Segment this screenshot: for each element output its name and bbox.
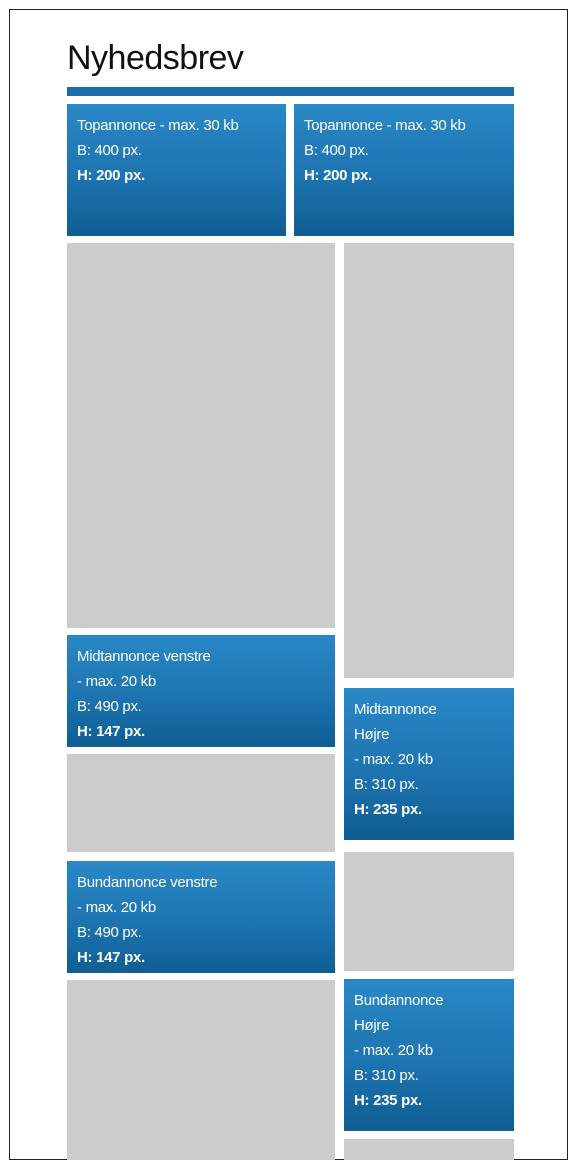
ad-line: Midtannonce (354, 701, 437, 718)
ad-line: B: 490 px. (77, 924, 142, 941)
ad-line: - max. 20 kb (77, 673, 156, 690)
content-placeholder-left-1 (67, 243, 335, 628)
ad-line: B: 490 px. (77, 698, 142, 715)
ad-line: H: 235 px. (354, 801, 422, 818)
ad-line: H: 147 px. (77, 949, 145, 966)
top-ad-right: Topannonce - max. 30 kb B: 400 px. H: 20… (294, 104, 514, 236)
ad-line: H: 200 px. (304, 167, 372, 184)
content-placeholder-right-1 (344, 243, 514, 678)
ad-line: B: 400 px. (304, 142, 369, 159)
ad-line: Højre (354, 1017, 390, 1034)
ad-line: H: 200 px. (77, 167, 145, 184)
ad-line: Bundannonce (354, 992, 444, 1009)
mid-ad-left: Midtannonce venstre - max. 20 kb B: 490 … (67, 635, 335, 747)
bottom-ad-left: Bundannonce venstre - max. 20 kb B: 490 … (67, 861, 335, 973)
ad-line: Topannonce - max. 30 kb (304, 117, 466, 134)
ad-line: - max. 20 kb (354, 1042, 433, 1059)
ad-line: B: 400 px. (77, 142, 142, 159)
ad-line: Bundannonce venstre (77, 874, 218, 891)
page-title: Nyhedsbrev (67, 39, 244, 77)
ad-line: Midtannonce venstre (77, 648, 211, 665)
ad-line: - max. 20 kb (77, 899, 156, 916)
mid-ad-right: Midtannonce Højre - max. 20 kb B: 310 px… (344, 688, 514, 840)
ad-line: H: 147 px. (77, 723, 145, 740)
content-placeholder-left-2 (67, 754, 335, 852)
top-ad-left: Topannonce - max. 30 kb B: 400 px. H: 20… (67, 104, 286, 236)
ad-line: H: 235 px. (354, 1092, 422, 1109)
ad-line: B: 310 px. (354, 1067, 419, 1084)
content-placeholder-right-2 (344, 852, 514, 971)
content-placeholder-right-3 (344, 1139, 514, 1160)
bottom-ad-right: Bundannonce Højre - max. 20 kb B: 310 px… (344, 979, 514, 1131)
ad-line: B: 310 px. (354, 776, 419, 793)
content-placeholder-left-3 (67, 980, 335, 1160)
ad-line: Topannonce - max. 30 kb (77, 117, 239, 134)
ad-line: Højre (354, 726, 390, 743)
ad-line: - max. 20 kb (354, 751, 433, 768)
title-underline (67, 87, 514, 96)
